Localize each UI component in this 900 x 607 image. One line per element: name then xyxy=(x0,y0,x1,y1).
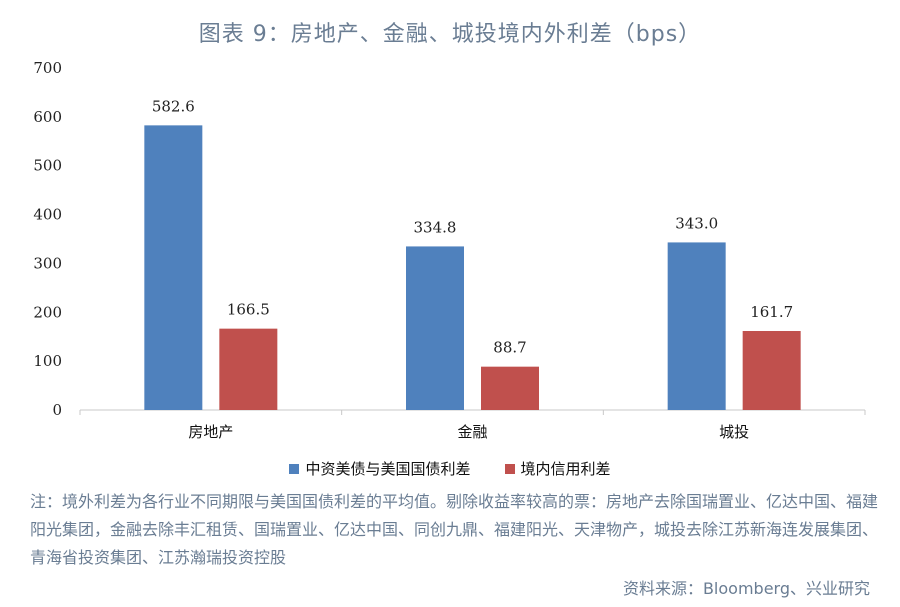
bar-offshore xyxy=(406,246,464,410)
chart-legend: 中资美债与美国国债利差 境内信用利差 xyxy=(0,458,900,479)
legend-label: 中资美债与美国国债利差 xyxy=(305,460,471,478)
y-tick-label: 600 xyxy=(33,108,62,126)
y-tick-label: 200 xyxy=(33,303,62,321)
x-category-label: 城投 xyxy=(719,423,749,441)
chart-title: 图表 9：房地产、金融、城投境内外利差（bps） xyxy=(198,22,702,47)
bar-onshore xyxy=(219,328,278,410)
y-tick-label: 100 xyxy=(33,352,62,370)
data-label: 334.8 xyxy=(414,218,457,236)
data-label: 166.5 xyxy=(227,301,270,319)
legend-label: 境内信用利差 xyxy=(520,460,611,478)
bar-offshore xyxy=(144,125,203,411)
y-tick-label: 400 xyxy=(33,206,62,224)
x-category-label: 金融 xyxy=(457,423,487,441)
bar-onshore xyxy=(742,330,801,410)
data-label: 582.6 xyxy=(152,97,195,115)
chart-note: 注：境外利差为各行业不同期限与美国国债利差的平均值。剔除收益率较高的票：房地产去… xyxy=(30,492,879,567)
data-label: 88.7 xyxy=(493,339,526,357)
source-note: 资料来源：Bloomberg、兴业研究 xyxy=(622,579,870,598)
bar-chart: 0 100 200 300 400 500 600 700 582.6 166.5 房地产 334.8… xyxy=(33,59,866,441)
bar-onshore xyxy=(481,366,539,410)
y-tick-label: 0 xyxy=(52,401,62,419)
legend-item-offshore-spread: 中资美债与美国国债利差 xyxy=(289,458,471,479)
legend-swatch-blue xyxy=(289,463,300,474)
x-category-label: 房地产 xyxy=(188,423,233,441)
y-tick-label: 300 xyxy=(33,254,62,272)
bar-offshore xyxy=(667,242,726,410)
data-label: 343.0 xyxy=(675,214,718,232)
y-tick-label: 700 xyxy=(33,59,62,77)
legend-item-onshore-spread: 境内信用利差 xyxy=(504,458,611,479)
y-tick-label: 500 xyxy=(33,157,62,175)
data-label: 161.7 xyxy=(750,303,793,321)
legend-swatch-red xyxy=(504,463,515,474)
